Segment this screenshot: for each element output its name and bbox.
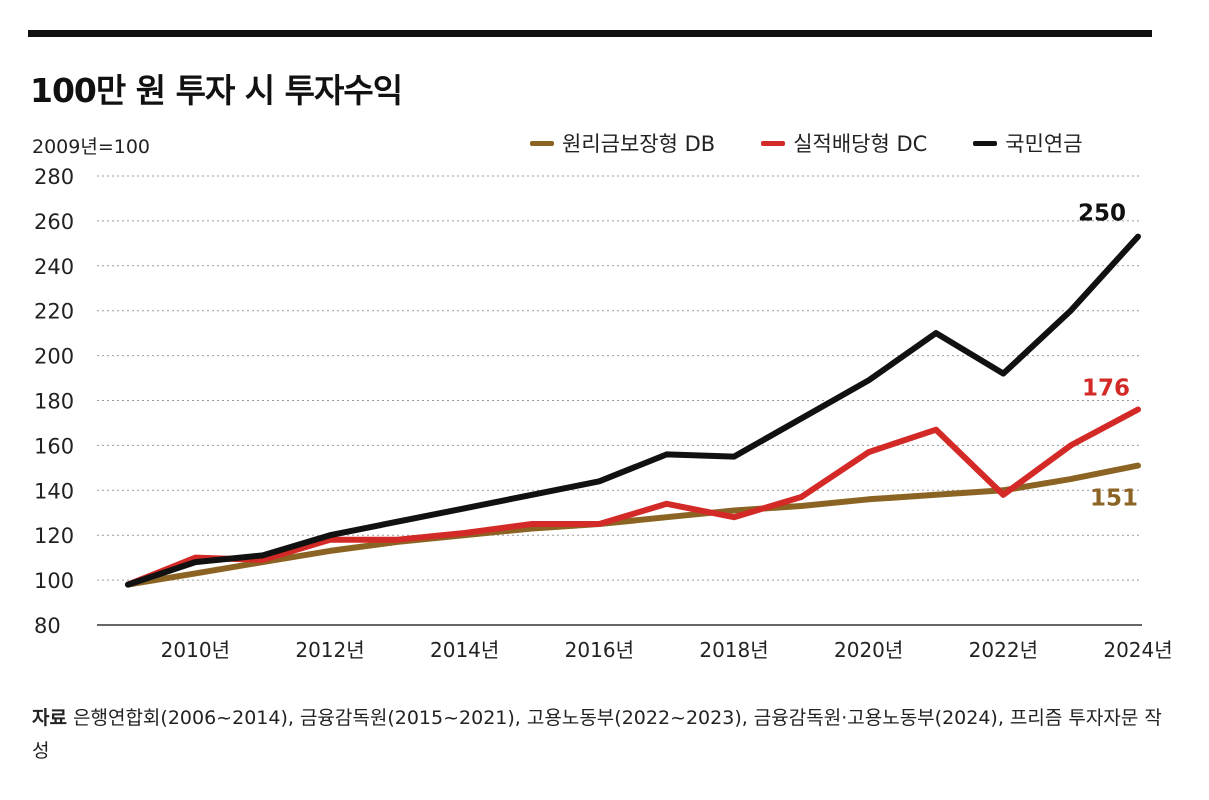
y-tick-label: 120	[34, 524, 74, 548]
unit-label: 2009년=100	[32, 136, 151, 158]
y-tick-label: 140	[34, 479, 74, 503]
series-line-nps	[125, 233, 1141, 588]
top-rule	[28, 30, 1152, 37]
y-tick-label: 80	[34, 614, 61, 638]
legend-item-nps: 국민연금	[973, 128, 1083, 158]
y-tick-label: 240	[34, 255, 74, 279]
chart-title: 100만 원 투자 시 투자수익	[30, 71, 403, 110]
series-layer	[125, 233, 1141, 588]
y-tick-label: 100	[34, 569, 74, 593]
source-text: 은행연합회(2006~2014), 금융감독원(2015~2021), 고용노동…	[32, 707, 1162, 762]
end-label-nps: 250	[1078, 201, 1126, 227]
y-tick-label: 260	[34, 210, 74, 234]
y-tick-label: 280	[34, 165, 74, 189]
legend-label-nps: 국민연금	[1005, 132, 1083, 156]
legend-label-dc: 실적배당형 DC	[793, 132, 928, 156]
legend-label-db: 원리금보장형 DB	[562, 132, 716, 156]
end-labels: 151 176 250	[1078, 201, 1138, 512]
x-tick-label: 2024년	[1103, 638, 1172, 662]
x-tick-label: 2010년	[161, 638, 230, 662]
series-line-dc	[125, 406, 1141, 588]
series-line-db	[125, 462, 1141, 588]
end-label-dc: 176	[1082, 375, 1130, 401]
legend: 원리금보장형 DB 실적배당형 DC 국민연금	[530, 128, 1083, 158]
legend-swatch-nps	[973, 140, 998, 146]
x-tick-label: 2016년	[565, 638, 634, 662]
x-axis-ticks: 2010년 2012년 2014년 2016년 2018년 2020년 2022년 2024년	[161, 638, 1173, 662]
legend-swatch-dc	[761, 140, 786, 146]
y-tick-label: 200	[34, 345, 74, 369]
end-label-db: 151	[1090, 486, 1138, 512]
source-label: 자료	[32, 707, 67, 729]
y-axis-ticks: 80 100 120 140 160 180 200 220 240 260 280	[34, 165, 74, 638]
x-tick-label: 2020년	[834, 638, 903, 662]
x-tick-label: 2012년	[295, 638, 364, 662]
x-tick-label: 2022년	[969, 638, 1038, 662]
y-tick-label: 180	[34, 390, 74, 414]
x-tick-label: 2014년	[430, 638, 499, 662]
legend-item-db: 원리금보장형 DB	[530, 128, 715, 158]
legend-swatch-db	[530, 140, 554, 146]
x-tick-label: 2018년	[699, 638, 768, 662]
y-tick-label: 160	[34, 434, 74, 458]
source-note: 자료 은행연합회(2006~2014), 금융감독원(2015~2021), 고…	[32, 702, 1172, 768]
y-tick-label: 220	[34, 300, 74, 324]
legend-item-dc: 실적배당형 DC	[761, 128, 927, 158]
